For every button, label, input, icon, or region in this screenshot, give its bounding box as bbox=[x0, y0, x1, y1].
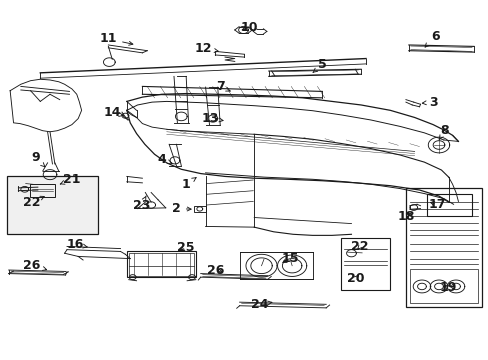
Text: 17: 17 bbox=[427, 198, 445, 211]
Text: 6: 6 bbox=[424, 30, 439, 47]
Text: 20: 20 bbox=[346, 272, 364, 285]
Bar bbox=[340, 238, 389, 290]
Text: 5: 5 bbox=[312, 58, 326, 73]
Text: 23: 23 bbox=[132, 196, 150, 212]
Text: 19: 19 bbox=[439, 282, 456, 294]
Bar bbox=[405, 188, 481, 307]
Text: 22: 22 bbox=[351, 240, 368, 253]
Text: 4: 4 bbox=[157, 153, 171, 166]
Text: 18: 18 bbox=[396, 210, 414, 223]
Text: 3: 3 bbox=[422, 96, 437, 109]
Text: 26: 26 bbox=[206, 264, 224, 276]
Bar bbox=[30, 184, 55, 197]
Text: 9: 9 bbox=[31, 151, 45, 167]
Bar bbox=[409, 269, 477, 303]
Bar bbox=[128, 253, 194, 276]
Text: 2: 2 bbox=[172, 202, 191, 215]
Text: 26: 26 bbox=[23, 258, 46, 271]
Text: 14: 14 bbox=[103, 106, 123, 120]
Text: 7: 7 bbox=[215, 80, 230, 93]
Text: 1: 1 bbox=[182, 178, 196, 191]
Text: 8: 8 bbox=[438, 124, 448, 140]
Text: 15: 15 bbox=[281, 252, 298, 265]
Text: 16: 16 bbox=[66, 238, 87, 251]
Text: 13: 13 bbox=[202, 112, 223, 125]
Text: 10: 10 bbox=[240, 21, 258, 33]
Text: 12: 12 bbox=[194, 42, 218, 55]
Text: 22: 22 bbox=[23, 195, 44, 209]
Bar bbox=[126, 251, 196, 277]
Text: 21: 21 bbox=[60, 173, 81, 186]
Text: 11: 11 bbox=[100, 32, 133, 45]
Text: 25: 25 bbox=[177, 240, 195, 254]
Bar bbox=[7, 176, 98, 234]
Bar bbox=[426, 194, 470, 216]
Text: 24: 24 bbox=[251, 298, 271, 311]
Bar bbox=[194, 206, 205, 212]
